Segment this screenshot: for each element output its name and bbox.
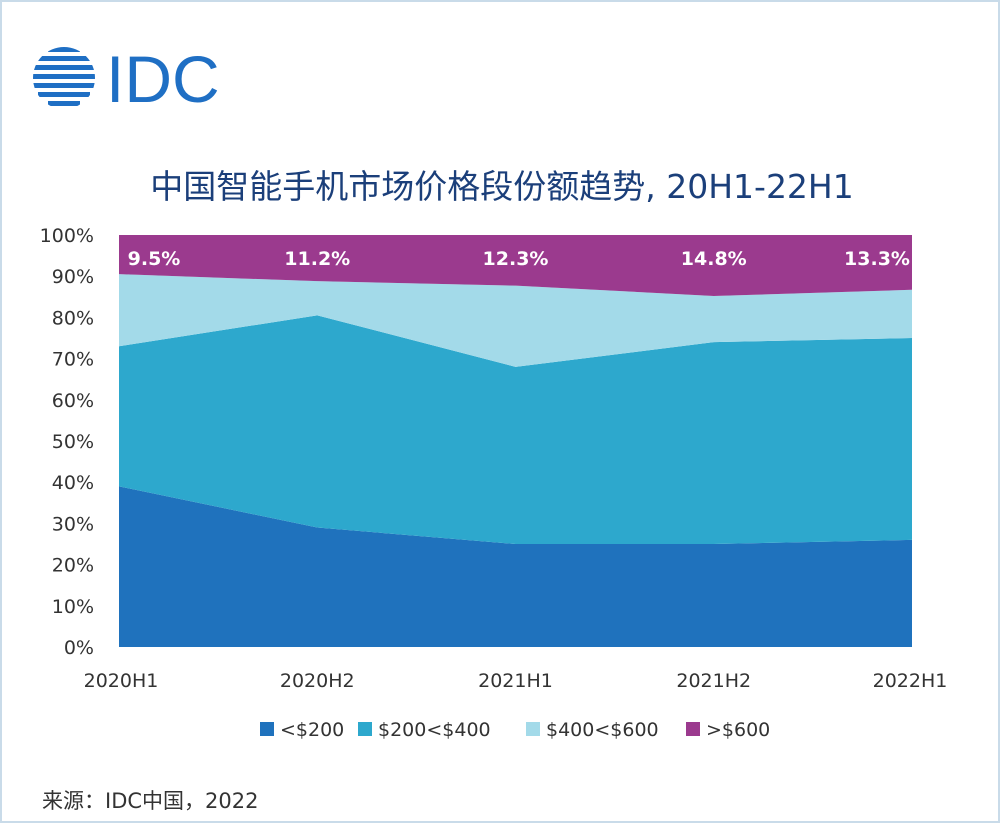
legend-label: <$200	[280, 719, 344, 741]
x-tick-label: 2021H1	[478, 670, 553, 692]
logo-text: IDC	[106, 46, 220, 110]
area-series-2	[119, 274, 912, 367]
y-tick-label: 90%	[52, 266, 94, 288]
y-tick-label: 100%	[40, 225, 94, 247]
y-tick-label: 0%	[64, 637, 94, 659]
idc-logo: IDC	[33, 46, 220, 110]
area-chart: 9.5% 11.2% 12.3% 14.8% 13.3% 0% 10% 20% 30% 40% 50…	[40, 225, 948, 741]
y-tick-label: 20%	[52, 555, 94, 577]
y-tick-label: 50%	[52, 431, 94, 453]
area-series-3	[119, 235, 912, 296]
y-tick-label: 10%	[52, 596, 94, 618]
y-tick-label: 70%	[52, 349, 94, 371]
y-tick-label: 60%	[52, 390, 94, 412]
legend-label: $200<$400	[378, 719, 491, 741]
source-note: 来源：IDC中国，2022	[42, 789, 259, 813]
x-tick-label: 2020H1	[84, 670, 159, 692]
chart-title: 中国智能手机市场价格段份额趋势, 20H1-22H1	[150, 167, 854, 206]
y-tick-label: 40%	[52, 472, 94, 494]
globe-icon	[33, 47, 95, 106]
x-tick-label: 2020H2	[280, 670, 355, 692]
area-series-0	[119, 486, 912, 647]
legend-label: $400<$600	[546, 719, 659, 741]
data-label: 9.5%	[128, 248, 181, 270]
y-tick-label: 80%	[52, 307, 94, 329]
legend-swatch	[686, 722, 700, 736]
data-label: 14.8%	[681, 248, 747, 270]
data-label: 12.3%	[483, 248, 549, 270]
data-label: 11.2%	[284, 248, 350, 270]
data-label: 13.3%	[844, 248, 910, 270]
legend-swatch	[260, 722, 274, 736]
x-tick-label: 2021H2	[676, 670, 751, 692]
y-tick-label: 30%	[52, 513, 94, 535]
legend-label: >$600	[706, 719, 770, 741]
legend-swatch	[526, 722, 540, 736]
area-series-1	[119, 315, 912, 544]
legend-swatch	[358, 722, 372, 736]
x-tick-label: 2022H1	[873, 670, 948, 692]
